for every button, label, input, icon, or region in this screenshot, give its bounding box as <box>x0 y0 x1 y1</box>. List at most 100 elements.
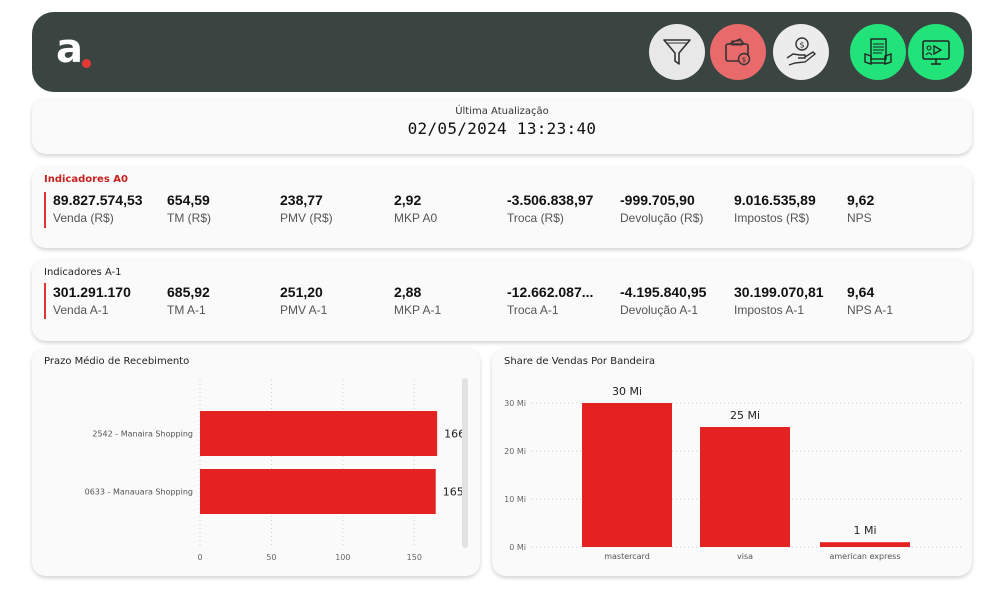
data-label: 165 <box>443 486 464 499</box>
x-tick-label: 100 <box>335 553 350 562</box>
kpi-label: Venda (R$) <box>53 211 114 225</box>
last-update-card: Última Atualização 02/05/2024 13:23:40 <box>32 98 972 154</box>
kpi-value: 685,92 <box>167 284 210 300</box>
kpi-impostos: 9.016.535,89 Impostos (R$) <box>734 192 844 225</box>
kpi-value: 9.016.535,89 <box>734 192 816 208</box>
y-tick-label: 10 Mi <box>504 495 526 504</box>
kpi-label: Troca (R$) <box>507 211 564 225</box>
kpi-value: 301.291.170 <box>53 284 131 300</box>
kpi-label: Devolução A-1 <box>620 303 699 317</box>
bar <box>582 403 672 547</box>
kpi-value: 251,20 <box>280 284 323 300</box>
kpi-impostos-a1: 30.199.070,81 Impostos A-1 <box>734 284 844 317</box>
x-tick-label: 0 <box>197 553 202 562</box>
kpi-label: PMV A-1 <box>280 303 328 317</box>
kpi-pmv-a1: 251,20 PMV A-1 <box>280 284 390 317</box>
y-tick-label: 30 Mi <box>504 399 526 408</box>
brand-logo: a <box>56 26 106 74</box>
kpi-tm-a1: 685,92 TM A-1 <box>167 284 277 317</box>
y-tick-label: 0 Mi <box>509 543 526 552</box>
svg-text:$: $ <box>799 41 804 50</box>
bar <box>700 427 790 547</box>
kpi-value: -4.195.840,95 <box>620 284 707 300</box>
kpi-venda: 89.827.574,53 Venda (R$) <box>53 192 163 225</box>
bar <box>820 542 910 547</box>
kpi-value: 238,77 <box>280 192 323 208</box>
wallet-button[interactable]: $ <box>710 24 766 80</box>
kpi-nps: 9,62 NPS <box>847 192 957 225</box>
filter-icon <box>663 39 691 65</box>
category-label: mastercard <box>604 552 650 561</box>
share-vendas-chart: 0 Mi 10 Mi 20 Mi 30 Mi 30 Mi mastercard 25 Mi v… <box>504 385 962 561</box>
logo-dot <box>82 59 91 68</box>
indicator-accent-bar <box>44 283 46 319</box>
y-tick-label: 20 Mi <box>504 447 526 456</box>
kpi-label: TM A-1 <box>167 303 206 317</box>
top-header: a $ $ <box>32 12 972 92</box>
kpi-venda-a1: 301.291.170 Venda A-1 <box>53 284 163 317</box>
kpi-value: -12.662.087... <box>507 284 594 300</box>
filter-button[interactable] <box>649 24 705 80</box>
indicator-accent-bar <box>44 192 46 228</box>
chart-title: Prazo Médio de Recebimento <box>44 356 190 367</box>
kpi-nps-a1: 9,64 NPS A-1 <box>847 284 957 317</box>
category-label: 0633 - Manauara Shopping <box>85 488 193 497</box>
kpi-tm: 654,59 TM (R$) <box>167 192 277 225</box>
kpi-devolucao-a1: -4.195.840,95 Devolução A-1 <box>620 284 730 317</box>
indicators-a0-card: Indicadores A0 89.827.574,53 Venda (R$) 6… <box>32 166 972 248</box>
data-label: 1 Mi <box>853 524 876 537</box>
prazo-medio-chart-card: Prazo Médio de Recebimento 0 50 100 150 2542… <box>32 348 480 576</box>
share-vendas-chart-card: Share de Vendas Por Bandeira 0 Mi 10 Mi 20… <box>492 348 972 576</box>
category-label: visa <box>737 552 753 561</box>
category-label: 2542 - Manaira Shopping <box>92 430 193 439</box>
kpi-value: 9,62 <box>847 192 875 208</box>
kpi-label: MKP A-1 <box>394 303 442 317</box>
last-update-value: 02/05/2024 13:23:40 <box>407 119 597 138</box>
data-label: 166 <box>444 428 465 441</box>
category-label: american express <box>829 552 900 561</box>
report-icon <box>864 38 892 65</box>
x-tick-label: 50 <box>266 553 276 562</box>
kpi-value: 654,59 <box>167 192 210 208</box>
kpi-label: Troca A-1 <box>507 303 559 317</box>
wallet-icon: $ <box>725 38 751 66</box>
kpi-value: 9,64 <box>847 284 875 300</box>
bar <box>200 469 436 514</box>
kpi-label: TM (R$) <box>167 211 211 225</box>
kpi-devolucao: -999.705,90 Devolução (R$) <box>620 192 730 225</box>
indicators-a0-title: Indicadores A0 <box>44 174 128 185</box>
x-tick-label: 150 <box>407 553 422 562</box>
chart-title: Share de Vendas Por Bandeira <box>504 356 656 367</box>
bar <box>200 411 438 456</box>
svg-text:$: $ <box>742 56 746 64</box>
kpi-label: Impostos A-1 <box>734 303 805 317</box>
indicators-a1-card: Indicadores A-1 301.291.170 Venda A-1 685… <box>32 259 972 341</box>
presentation-button[interactable] <box>908 24 964 80</box>
indicators-a1-title: Indicadores A-1 <box>44 267 122 278</box>
kpi-value: -3.506.838,97 <box>507 192 594 208</box>
kpi-value: 2,88 <box>394 284 422 300</box>
kpi-troca: -3.506.838,97 Troca (R$) <box>507 192 617 225</box>
kpi-label: NPS <box>847 211 872 225</box>
video-presentation-icon <box>922 40 950 65</box>
logo-letter: a <box>56 26 83 72</box>
kpi-label: NPS A-1 <box>847 303 894 317</box>
kpi-value: 2,92 <box>394 192 422 208</box>
kpi-label: Impostos (R$) <box>734 211 810 225</box>
kpi-mkp: 2,92 MKP A0 <box>394 192 504 225</box>
chart-scrollbar[interactable] <box>462 378 468 548</box>
kpi-mkp-a1: 2,88 MKP A-1 <box>394 284 504 317</box>
kpi-label: Devolução (R$) <box>620 211 704 225</box>
prazo-medio-chart: 0 50 100 150 2542 - Manaira Shopping 166 0633 … <box>85 380 465 562</box>
kpi-label: MKP A0 <box>394 211 438 225</box>
data-label: 25 Mi <box>730 409 760 422</box>
kpi-value: 89.827.574,53 <box>53 192 143 208</box>
payment-button[interactable]: $ <box>773 24 829 80</box>
money-hand-icon: $ <box>786 37 817 66</box>
kpi-pmv: 238,77 PMV (R$) <box>280 192 390 225</box>
kpi-troca-a1: -12.662.087... Troca A-1 <box>507 284 617 317</box>
report-button[interactable] <box>850 24 906 80</box>
kpi-label: Venda A-1 <box>53 303 109 317</box>
kpi-value: -999.705,90 <box>620 192 695 208</box>
